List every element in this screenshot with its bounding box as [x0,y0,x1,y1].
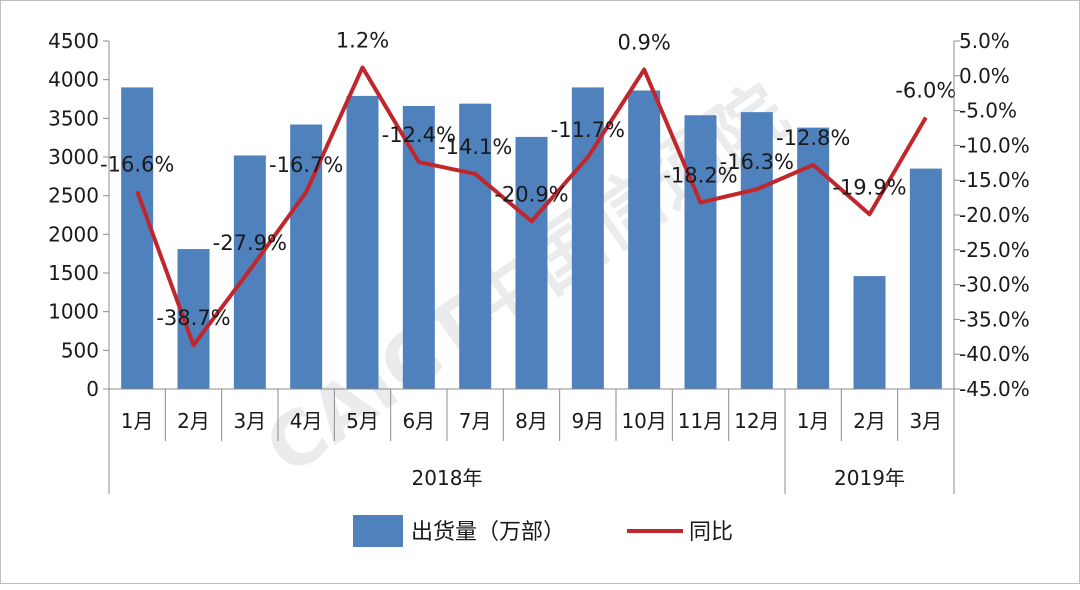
yoy-data-label: -38.7% [156,306,230,330]
category-label: 8月 [515,409,548,433]
category-label: 3月 [909,409,942,433]
legend-line-label: 同比 [689,520,733,545]
yoy-data-label: -12.4% [382,123,456,147]
yoy-data-label: -6.0% [895,79,956,103]
bar [628,90,661,389]
left-tick-label: 500 [61,338,99,362]
left-tick-label: 1000 [48,300,99,324]
line-series: -16.6% -38.7% -27.9% -16.7% 1.2% -12.4%-14.1%… [100,28,956,348]
left-tick-label: 4500 [48,29,99,53]
right-tick-label: -45.0% [959,377,1030,401]
category-label: 2月 [853,409,886,433]
yoy-data-label: -11.7% [551,118,625,142]
category-label: 11月 [678,409,723,433]
legend: 出货量（万部） 同比 [353,515,733,547]
right-tick-label: -20.0% [959,203,1030,227]
yoy-data-label: -19.9% [832,175,906,199]
right-tick-label: -30.0% [959,273,1030,297]
right-tick-label: 5.0% [959,29,1010,53]
left-tick-label: 2000 [48,222,99,246]
right-tick-label: 0.0% [959,64,1010,88]
right-tick-label: -40.0% [959,342,1030,366]
year-label: 2019年 [834,466,905,490]
bar [684,115,717,390]
right-tick-label: -35.0% [959,307,1030,331]
yoy-data-label: -27.9% [213,231,287,255]
category-label: 10月 [621,409,666,433]
category-label: 1月 [797,409,830,433]
bar [740,112,773,389]
category-label: 6月 [402,409,435,433]
bar [121,87,154,390]
right-tick-label: -10.0% [959,133,1030,157]
bar [459,103,492,389]
left-tick-label: 1500 [48,261,99,285]
left-tick-label: 3500 [48,106,99,130]
left-tick-label: 0 [86,377,99,401]
yoy-data-label: -18.2% [663,163,737,187]
category-label: 5月 [346,409,379,433]
yoy-data-label: -12.8% [776,126,850,150]
bar [909,168,942,389]
category-label: 7月 [459,409,492,433]
category-label: 12月 [734,409,779,433]
right-tick-label: -5.0% [959,99,1017,123]
yoy-data-label: -14.1% [438,135,512,159]
axes: 0 500 1000 1500 2000 2500 3000 3500 4000 4500 5.0%… [48,29,1030,494]
yoy-data-label: 0.9% [617,31,670,55]
category-label: 2月 [177,409,210,433]
category-label: 3月 [233,409,266,433]
category-label: 4月 [290,409,323,433]
year-label: 2018年 [412,466,483,490]
bar-series [121,87,942,390]
right-tick-label: -15.0% [959,168,1030,192]
category-label: 9月 [571,409,604,433]
bar [402,105,435,390]
yoy-data-label: -20.9% [494,182,568,206]
legend-bar-label: 出货量（万部） [411,520,565,545]
left-tick-label: 3000 [48,145,99,169]
left-tick-label: 4000 [48,68,99,92]
right-tick-label: -25.0% [959,238,1030,262]
bar [515,136,548,389]
legend-bar-swatch [353,515,403,547]
bar [346,95,379,389]
category-label: 1月 [121,409,154,433]
bar [853,276,886,389]
yoy-data-label: 1.2% [336,28,389,52]
yoy-data-label: -16.7% [269,153,343,177]
yoy-data-label: -16.3% [720,150,794,174]
yoy-data-label: -16.6% [100,152,174,176]
yoy-line [135,65,928,348]
left-tick-label: 2500 [48,184,99,208]
